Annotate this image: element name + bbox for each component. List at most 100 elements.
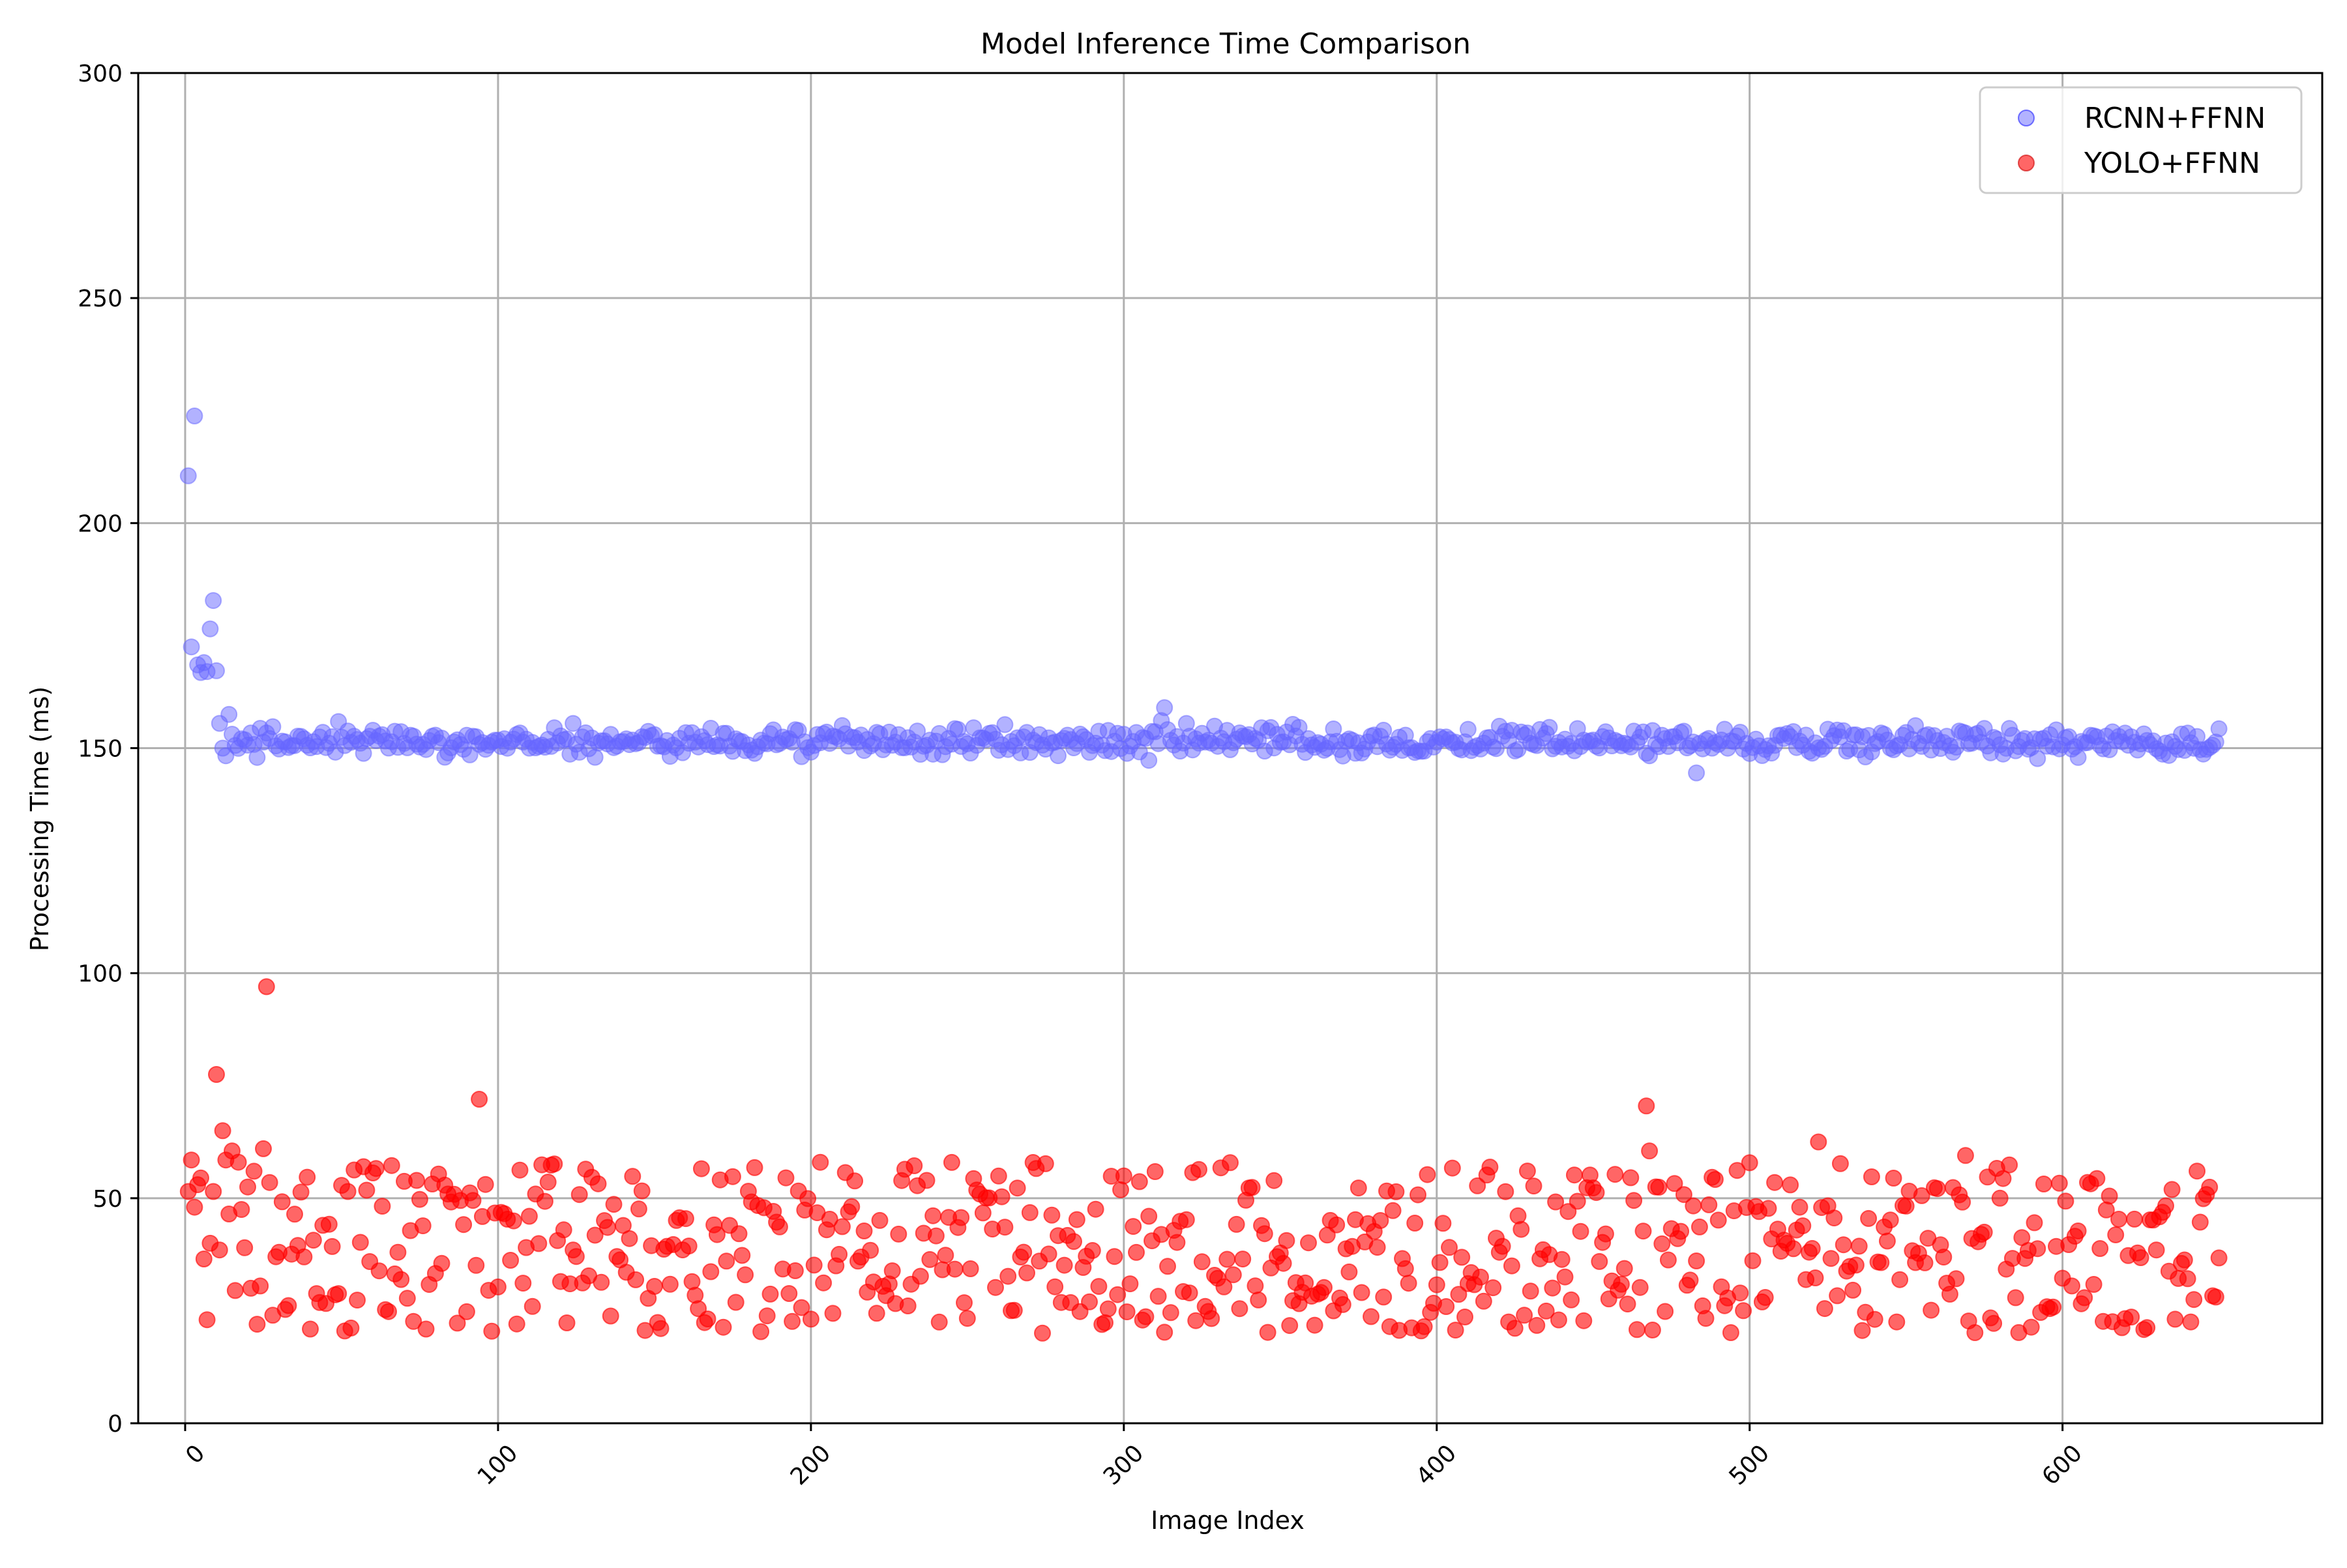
point-yolo — [1863, 1168, 1880, 1185]
point-yolo — [1537, 1302, 1555, 1320]
point-yolo — [261, 1174, 278, 1191]
point-yolo — [1434, 1215, 1452, 1232]
point-yolo — [624, 1168, 642, 1185]
point-yolo — [408, 1172, 426, 1189]
point-yolo — [1121, 1275, 1139, 1293]
point-yolo — [273, 1193, 291, 1211]
point-yolo — [383, 1157, 400, 1174]
point-yolo — [1065, 1233, 1082, 1250]
point-yolo — [1553, 1250, 1571, 1268]
point-yolo — [1722, 1324, 1739, 1341]
point-yolo — [1569, 1192, 1586, 1210]
point-yolo — [1916, 1254, 1934, 1271]
point-rcnn — [220, 705, 238, 723]
point-yolo — [1657, 1303, 1674, 1320]
legend-marker-rcnn — [2018, 110, 2035, 126]
point-yolo — [1853, 1322, 1871, 1339]
point-yolo — [1709, 1211, 1727, 1229]
point-yolo — [1215, 1278, 1233, 1295]
point-yolo — [2123, 1309, 2140, 1326]
point-yolo — [1791, 1198, 1808, 1216]
point-yolo — [1494, 1237, 1511, 1255]
point-yolo — [520, 1207, 538, 1225]
point-yolo — [2148, 1241, 2165, 1259]
point-yolo — [927, 1227, 945, 1245]
point-yolo — [871, 1211, 889, 1229]
point-yolo — [1043, 1206, 1061, 1224]
point-yolo — [1146, 1163, 1164, 1180]
point-yolo — [351, 1234, 369, 1251]
point-yolo — [937, 1247, 954, 1264]
point-yolo — [1300, 1234, 1317, 1252]
point-yolo — [1447, 1322, 1464, 1339]
point-yolo — [370, 1262, 388, 1280]
point-yolo — [831, 1245, 848, 1263]
point-yolo — [862, 1241, 879, 1259]
point-yolo — [489, 1278, 507, 1295]
point-yolo — [761, 1285, 779, 1303]
point-yolo — [405, 1312, 422, 1330]
point-yolo — [1794, 1217, 1812, 1235]
point-yolo — [1234, 1250, 1252, 1268]
point-yolo — [1203, 1310, 1220, 1327]
point-yolo — [302, 1320, 319, 1338]
point-yolo — [802, 1310, 819, 1328]
point-yolo — [1168, 1234, 1186, 1251]
point-rcnn — [586, 748, 604, 766]
point-yolo — [2022, 1318, 2040, 1336]
point-rcnn — [205, 592, 222, 610]
point-yolo — [1228, 1215, 1245, 1233]
point-yolo — [1340, 1263, 1358, 1280]
point-yolo — [1878, 1232, 1896, 1250]
point-yolo — [1156, 1324, 1174, 1341]
point-yolo — [1766, 1174, 1784, 1191]
point-yolo — [211, 1241, 228, 1259]
point-yolo — [586, 1226, 604, 1244]
point-yolo — [1472, 1268, 1489, 1286]
point-yolo — [868, 1305, 885, 1322]
point-yolo — [2185, 1291, 2203, 1309]
point-yolo — [1475, 1292, 1492, 1310]
point-yolo — [921, 1250, 939, 1268]
point-yolo — [715, 1318, 732, 1336]
point-yolo — [1690, 1218, 1708, 1235]
point-yolo — [299, 1168, 316, 1186]
y-tick-label: 50 — [93, 1186, 123, 1213]
point-yolo — [192, 1169, 209, 1187]
point-yolo — [2182, 1313, 2200, 1331]
point-rcnn — [1375, 722, 1393, 739]
point-yolo — [1415, 1318, 1433, 1335]
point-rcnn — [1156, 699, 1174, 717]
point-yolo — [1018, 1264, 1035, 1282]
point-yolo — [2157, 1197, 2174, 1215]
point-yolo — [349, 1292, 366, 1309]
point-yolo — [930, 1313, 948, 1331]
point-yolo — [2050, 1174, 2068, 1192]
point-yolo — [777, 1169, 795, 1187]
point-yolo — [1005, 1301, 1023, 1319]
point-yolo — [1484, 1279, 1502, 1297]
point-yolo — [1634, 1222, 1652, 1240]
point-yolo — [1612, 1275, 1630, 1293]
point-yolo — [1193, 1253, 1211, 1271]
point-yolo — [2029, 1240, 2046, 1258]
point-yolo — [1513, 1220, 1530, 1238]
point-yolo — [1556, 1268, 1574, 1286]
point-yolo — [812, 1153, 829, 1171]
point-yolo — [229, 1153, 247, 1171]
point-yolo — [1928, 1180, 1946, 1198]
point-yolo — [1419, 1166, 1436, 1183]
point-yolo — [1913, 1187, 1930, 1204]
point-yolo — [1243, 1179, 1261, 1196]
point-yolo — [593, 1273, 610, 1291]
point-yolo — [1666, 1175, 1683, 1192]
point-yolo — [258, 978, 275, 996]
point-yolo — [2207, 1288, 2224, 1306]
point-yolo — [730, 1225, 748, 1243]
point-yolo — [449, 1314, 466, 1332]
point-yolo — [799, 1190, 817, 1207]
point-yolo — [1231, 1300, 1248, 1318]
point-yolo — [952, 1209, 970, 1226]
point-yolo — [1888, 1313, 1906, 1331]
point-yolo — [2166, 1310, 2184, 1328]
